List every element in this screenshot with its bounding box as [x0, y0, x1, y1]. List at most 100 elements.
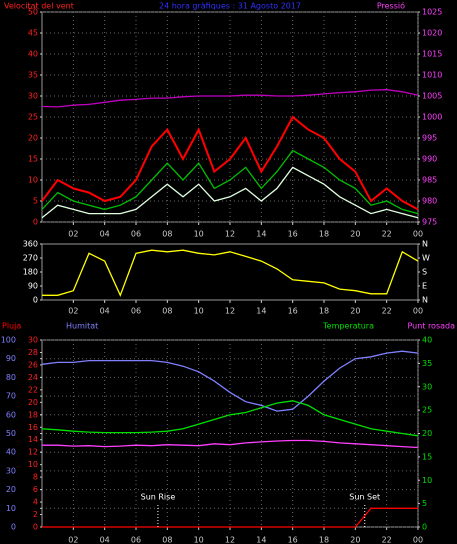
y-tick-label: 360	[23, 240, 38, 249]
y2-tick-label: 1025	[422, 8, 442, 17]
series-line	[41, 149, 419, 215]
y2-tick-label: 15	[422, 452, 432, 461]
y-tick-label: 0	[11, 523, 16, 532]
y-tick-label: 80	[6, 373, 16, 382]
y2-tick-label: 980	[422, 197, 437, 206]
x-tick-label: 22	[382, 307, 392, 316]
y-tick-label: 270	[23, 254, 38, 263]
x-tick-label: 10	[194, 536, 204, 544]
y-tick-label: 35	[28, 71, 38, 80]
x-tick-label: 06	[131, 307, 141, 316]
y2-tick-label: 1005	[422, 92, 442, 101]
y-tick-label: 25	[28, 113, 38, 122]
y3-tick-label: 2	[33, 510, 38, 519]
y-tick-label: 30	[28, 92, 38, 101]
x-tick-label: 22	[382, 536, 392, 544]
x-tick-label: 14	[256, 536, 266, 544]
x-tick-label: 00	[413, 307, 423, 316]
y-tick-label: 50	[6, 429, 16, 438]
x-tick-label: 08	[162, 307, 172, 316]
y-tick-label: 30	[6, 466, 16, 475]
y3-tick-label: 20	[28, 398, 38, 407]
y2-tick-label: 1010	[422, 71, 442, 80]
series-line	[42, 507, 418, 528]
y-tick-label: 5	[33, 197, 38, 206]
x-tick-label: 22	[382, 230, 392, 239]
x-tick-label: 04	[100, 230, 110, 239]
chart-title: 24 hora gràfiques : 31 Agosto 2017	[159, 2, 301, 11]
y-tick-label: 10	[6, 504, 16, 513]
y2-tick-label: 0	[422, 523, 427, 532]
x-tick-label: 02	[68, 536, 78, 544]
y2-tick-label: 975	[422, 218, 437, 227]
y-tick-label: 20	[28, 134, 38, 143]
y3-tick-label: 24	[28, 373, 38, 382]
x-tick-label: 12	[225, 230, 235, 239]
y-tick-label: 0	[33, 296, 38, 305]
y2-tick-label: S	[422, 268, 427, 277]
y-tick-label: 15	[28, 155, 38, 164]
y2-tick-label: 30	[422, 382, 432, 391]
x-tick-label: 06	[131, 230, 141, 239]
x-tick-label: 02	[68, 230, 78, 239]
y-tick-label: 40	[6, 448, 16, 457]
x-tick-label: 12	[225, 307, 235, 316]
y3-tick-label: 18	[28, 410, 38, 419]
x-tick-label: 12	[225, 536, 235, 544]
legend-entry: Humitat	[66, 322, 98, 331]
y3-tick-label: 22	[28, 385, 38, 394]
annotation: Sun Rise	[141, 493, 176, 502]
x-tick-label: 00	[413, 230, 423, 239]
series-line	[41, 115, 419, 211]
x-tick-label: 18	[319, 230, 329, 239]
y-tick-label: 0	[33, 218, 38, 227]
x-tick-label: 04	[100, 536, 110, 544]
y2-tick-label: 25	[422, 406, 432, 415]
y2-tick-label: 1015	[422, 50, 442, 59]
y3-tick-label: 8	[33, 473, 38, 482]
y-tick-label: 20	[6, 485, 16, 494]
y3-tick-label: 14	[28, 435, 38, 444]
y3-tick-label: 28	[28, 348, 38, 357]
x-tick-label: 16	[288, 230, 298, 239]
y2-tick-label: 35	[422, 359, 432, 368]
y2-tick-label: 995	[422, 134, 437, 143]
y2-tick-label: E	[422, 282, 427, 291]
x-tick-label: 20	[350, 307, 360, 316]
x-tick-label: 04	[100, 307, 110, 316]
x-tick-label: 00	[413, 536, 423, 544]
y3-tick-label: 0	[33, 523, 38, 532]
x-tick-label: 20	[350, 230, 360, 239]
y-tick-label: 50	[28, 8, 38, 17]
y3-tick-label: 12	[28, 448, 38, 457]
y3-tick-label: 30	[28, 336, 38, 345]
x-tick-label: 14	[256, 307, 266, 316]
y3-tick-label: 26	[28, 360, 38, 369]
series-line	[41, 350, 419, 412]
legend-entry: Temperatura	[322, 322, 374, 331]
x-tick-label: 06	[131, 536, 141, 544]
x-tick-label: 18	[319, 536, 329, 544]
y2-tick-label: 990	[422, 155, 437, 164]
y-axis-label: Velocitat del vent	[4, 2, 74, 11]
y3-tick-label: 6	[33, 485, 38, 494]
y-tick-label: 90	[6, 354, 16, 363]
y2-tick-label: 40	[422, 336, 432, 345]
series-line	[41, 400, 419, 437]
y2-tick-label: 1000	[422, 113, 442, 122]
y2-tick-label: 10	[422, 476, 432, 485]
series-line	[41, 166, 419, 219]
y2-tick-label: 985	[422, 176, 437, 185]
x-tick-label: 08	[162, 230, 172, 239]
y2-tick-label: 20	[422, 429, 432, 438]
x-tick-label: 16	[288, 307, 298, 316]
y3-tick-label: 16	[28, 423, 38, 432]
series-line	[41, 89, 419, 108]
y2-tick-label: 5	[422, 499, 427, 508]
x-tick-label: 08	[162, 536, 172, 544]
y2-tick-label: 1020	[422, 29, 442, 38]
y-tick-label: 180	[23, 268, 38, 277]
y2-tick-label: N	[422, 296, 428, 305]
